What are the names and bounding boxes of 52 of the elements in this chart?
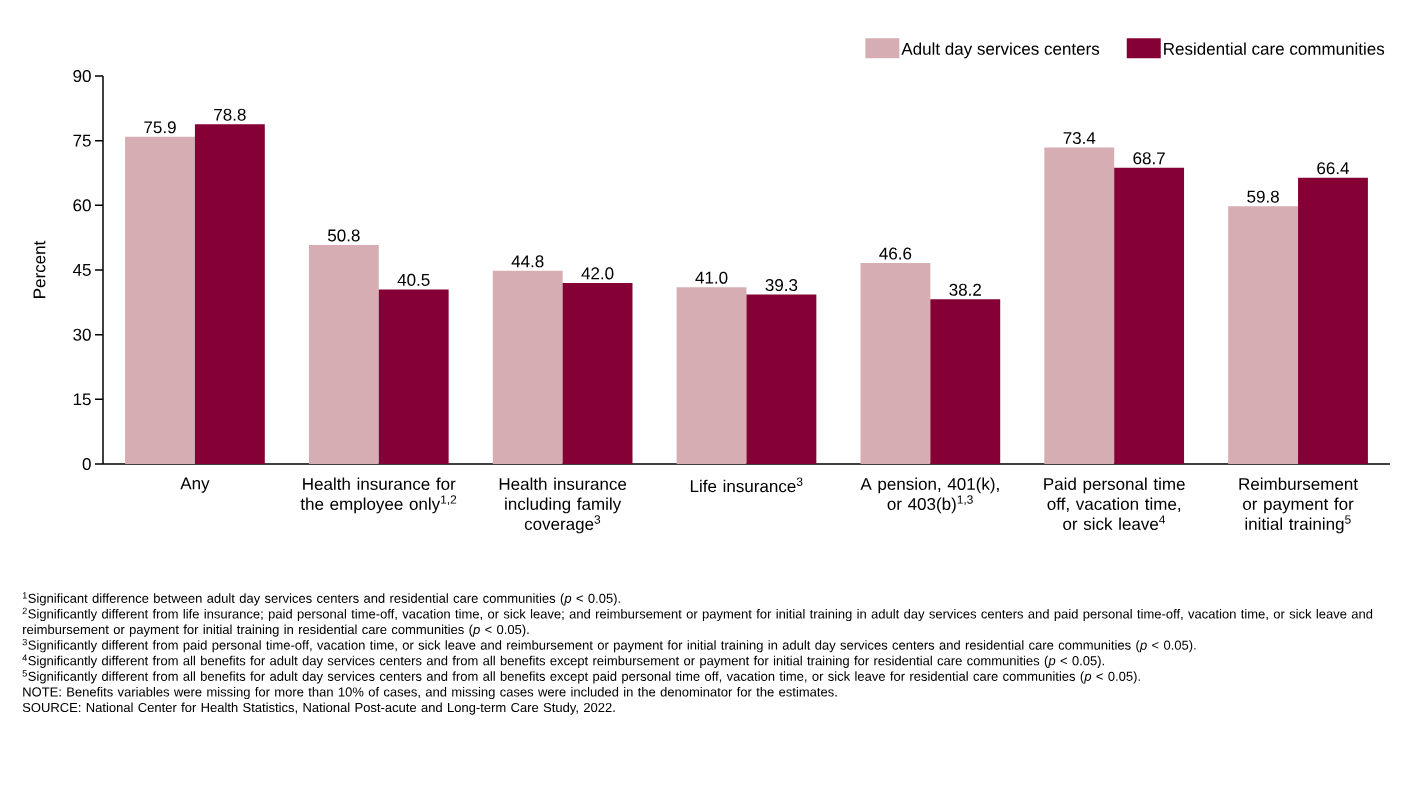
data-label: 39.3 <box>765 279 798 292</box>
data-label: 78.8 <box>214 108 246 121</box>
data-label: 50.8 <box>327 229 360 242</box>
text: NOTE: Benefits variables were missing for more than 10% of cases, and missing cases were included in the denominator for the estimates. <box>23 686 837 700</box>
y-tick-label: 90 <box>73 69 91 83</box>
bar <box>125 136 195 464</box>
data-label: 40.5 <box>397 273 430 286</box>
data-label: 46.6 <box>879 247 912 260</box>
data-label: 42.0 <box>581 267 614 280</box>
bar <box>1114 167 1185 464</box>
data-label: 68.7 <box>1133 152 1165 165</box>
text: $^{4}$Significantly different from all benefits for adult day services centers and from all benefits except reimbursement or payment for initial training for residential care communities (p < 0.05). <box>22 654 1104 668</box>
data-label: 66.4 <box>1317 162 1350 175</box>
bar <box>746 294 817 464</box>
y-tick-label: 30 <box>73 328 91 341</box>
bar <box>308 244 379 464</box>
x-tick-label: Life insurance$^{3}$ <box>690 477 803 493</box>
y-tick-label: 0 <box>82 457 91 471</box>
y-tick-label: 75 <box>73 134 91 147</box>
x-tick-label: Paid personal time off, vacation time, or sick leave$^{4}$ <box>1044 477 1185 531</box>
x-tick-label: Reimbursement or payment for initial training$^{5}$ <box>1239 477 1358 534</box>
y-tick-label: 60 <box>73 199 91 212</box>
text: $^{2}$Significantly different from life insurance; paid personal time-off, vacation time, or sick leave; and reimbursement or payment for initial training in adult day services centers and paid personal time-off, vacation time, or sick leave and reimbursement or payment for initial training in residential care communities (p < 0.05). <box>22 607 1373 637</box>
y-tick-label: 15 <box>73 393 91 406</box>
y-axis-title: Percent <box>33 240 46 298</box>
y-tick-label: 45 <box>72 264 91 276</box>
data-label: 59.8 <box>1247 190 1279 203</box>
legend-label: Residential care communities <box>1164 42 1385 55</box>
legend-label: Adult day services centers <box>901 42 1100 59</box>
source-note: SOURCE: National Center for Health Statistics, National Post-acute and Long-term Care Study, 2022. <box>22 702 615 715</box>
bar <box>194 124 265 464</box>
data-label: 75.9 <box>144 121 176 134</box>
text: $^{1}$Significant difference between adult day services centers and residential care communities (p < 0.05). <box>22 592 620 606</box>
text: $^{3}$Significantly different from paid personal time-off, vacation time, or sick leave and reimbursement or payment for initial training in adult day services centers and residential care communities (p < 0.05). <box>22 638 1196 653</box>
bar <box>1044 147 1115 464</box>
bar <box>1298 177 1368 464</box>
bar <box>860 263 931 464</box>
bar <box>1228 206 1299 464</box>
data-label: 38.2 <box>949 283 981 296</box>
x-tick-label: Health insurance for the employee only$^{1,2}$ <box>300 477 457 514</box>
data-label: 44.8 <box>511 255 544 268</box>
x-tick-label: Any <box>180 477 210 493</box>
bar <box>562 282 633 464</box>
x-tick-label: Health insurance including family coverage$^{3}$ <box>499 477 627 534</box>
text: $^{5}$Significantly different from all benefits for adult day services centers and from all benefits except paid personal time off, vacation time, or sick leave for residential care communities (p < 0.05). <box>22 670 1140 684</box>
bar <box>930 299 1001 464</box>
data-label: 41.0 <box>695 271 728 284</box>
bar <box>378 289 449 464</box>
bar <box>492 270 563 464</box>
x-tick-label: A pension, 401(k), or 403(b)$^{1,3}$ <box>860 477 999 514</box>
data-label: 73.4 <box>1063 132 1096 145</box>
bar <box>676 287 747 464</box>
